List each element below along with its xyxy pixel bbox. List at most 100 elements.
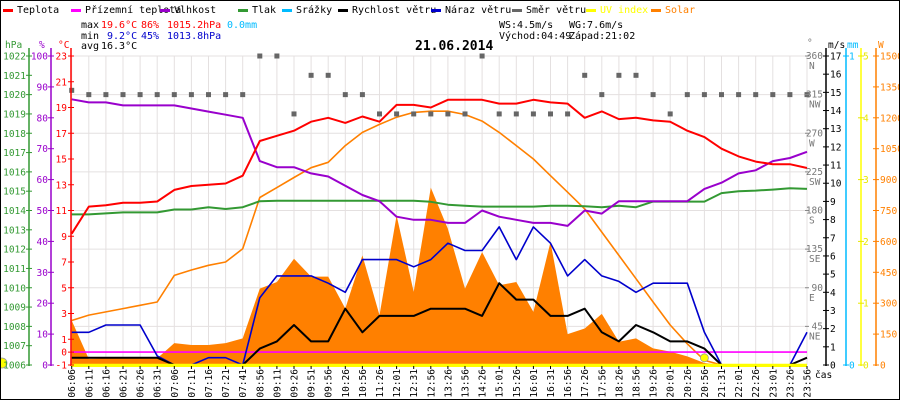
direction-axis-compass-label: SE bbox=[809, 254, 821, 265]
direction-axis-tick-label: 360 bbox=[806, 51, 823, 62]
x-axis-tick-label: 07:21 bbox=[221, 369, 232, 398]
legend-item-wind-gust: Náraz větru bbox=[431, 4, 511, 16]
wind-direction-marker bbox=[701, 92, 707, 98]
humidity-axis-tick-label: 90 bbox=[37, 82, 49, 93]
x-axis-tick-label: 09:56 bbox=[324, 369, 335, 398]
wind-direction-marker bbox=[342, 92, 348, 98]
x-axis-tick-label: 06:21 bbox=[119, 369, 130, 398]
wind-axis-tick-label: 17 bbox=[830, 52, 841, 63]
legend-item-apparent-temperature: Přízemní teplota bbox=[71, 4, 181, 16]
x-axis-tick-label: 12:56 bbox=[426, 369, 437, 398]
wind-direction-marker bbox=[206, 92, 211, 98]
direction-axis-compass-label: N bbox=[809, 61, 815, 72]
wind-axis-tick-label: 10 bbox=[830, 179, 842, 190]
uv-axis-tick-label: 4 bbox=[863, 113, 869, 124]
x-axis-tick-label: 10:56 bbox=[358, 369, 369, 398]
x-axis-tick-label: 09:26 bbox=[290, 369, 301, 398]
legend-label: Solar bbox=[665, 4, 696, 16]
wind-direction-marker bbox=[633, 72, 639, 78]
sunrise: Východ:04:49 bbox=[499, 31, 572, 42]
direction-axis-compass-label: NW bbox=[809, 100, 821, 111]
wind-direction-marker bbox=[445, 111, 451, 117]
pressure-axis-tick-label: 1008 bbox=[3, 322, 26, 333]
solar-axis-tick-label: 750 bbox=[880, 206, 897, 217]
solar-axis-tick-label: 1050 bbox=[880, 144, 900, 155]
legend-label: Teplota bbox=[17, 4, 60, 16]
pressure-axis-tick-label: 1010 bbox=[3, 283, 26, 294]
x-axis-tick-label: 16:01 bbox=[529, 369, 540, 398]
max-temperature: 19.6°C bbox=[101, 20, 138, 31]
wind-axis-tick-label: 3 bbox=[830, 306, 836, 317]
wind-direction-marker bbox=[462, 111, 468, 117]
x-axis-tick-label: 17:26 bbox=[580, 369, 591, 398]
temperature-axis-tick-label: 13 bbox=[56, 180, 67, 191]
wind-direction-marker bbox=[308, 72, 314, 78]
x-axis-tick-label: 07:11 bbox=[187, 369, 198, 398]
wind-axis-tick-label: 16 bbox=[830, 70, 842, 81]
direction-axis-compass-label: W bbox=[809, 138, 815, 149]
legend-swatch bbox=[512, 8, 522, 12]
x-axis-tick-label: 22:01 bbox=[734, 369, 745, 398]
wind-direction-marker bbox=[103, 92, 109, 98]
rain-axis-tick-label: 1 bbox=[849, 52, 855, 63]
min-label: min bbox=[81, 31, 100, 42]
solar-area bbox=[71, 187, 807, 365]
solar-axis-tick-label: 600 bbox=[880, 237, 897, 248]
legend-label: UV index bbox=[600, 4, 649, 16]
wind-axis-tick-label: 8 bbox=[830, 215, 836, 226]
wind-axis-tick-label: 1 bbox=[830, 342, 836, 353]
direction-axis-tick-label: 180 bbox=[806, 206, 823, 217]
wind-axis-tick-label: 6 bbox=[830, 251, 836, 262]
wind-direction-marker bbox=[616, 72, 622, 78]
pressure-axis-tick-label: 1016 bbox=[3, 167, 26, 178]
temperature-axis-tick-label: 3 bbox=[61, 309, 67, 320]
uv-axis-tick-label: 3 bbox=[863, 175, 869, 186]
wind-direction-marker bbox=[582, 72, 588, 78]
wind-speed-stat: WS:4.5m/s bbox=[499, 20, 554, 31]
max-label: max bbox=[81, 20, 100, 31]
direction-axis-compass-label: NE bbox=[809, 331, 821, 342]
wind-axis-tick-label: 7 bbox=[830, 233, 836, 244]
max-pressure: 1015.2hPa bbox=[167, 20, 222, 31]
legend-label: Náraz větru bbox=[445, 4, 512, 16]
legend-item-wind-speed: Rychlost větru bbox=[338, 4, 436, 16]
legend-item-uv-index: UV index bbox=[586, 4, 648, 16]
solar-axis-tick-label: 1200 bbox=[880, 113, 900, 124]
uv-axis-tick-label: 5 bbox=[863, 52, 869, 63]
direction-unit-label: ° bbox=[807, 38, 813, 49]
x-axis-tick-label: 06:11 bbox=[84, 369, 95, 398]
wind-direction-marker bbox=[599, 92, 605, 98]
x-axis-tick-label: 16:56 bbox=[563, 369, 574, 398]
x-axis-tick-label: 15:01 bbox=[495, 369, 506, 398]
humidity-axis-tick-label: 100 bbox=[31, 52, 48, 63]
x-axis-tick-label: 07:06 bbox=[170, 369, 181, 398]
temperature-axis-tick-label: 5 bbox=[61, 283, 67, 294]
min-temperature: 9.2°C bbox=[107, 31, 138, 42]
wind-direction-marker bbox=[565, 111, 571, 117]
uv-axis-tick-label: 0 bbox=[863, 361, 869, 372]
wind-axis-tick-label: 2 bbox=[830, 324, 836, 335]
wind-direction-marker bbox=[770, 92, 776, 98]
x-axis-tick-label: 06:26 bbox=[136, 369, 147, 398]
x-axis-tick-label: 08:56 bbox=[255, 369, 266, 398]
wind-direction-marker bbox=[188, 92, 194, 98]
pressure-axis-tick-label: 1018 bbox=[3, 129, 26, 140]
wind-direction-marker bbox=[240, 92, 246, 98]
wind-direction-marker bbox=[667, 111, 673, 117]
x-axis-tick-label: 23:56 bbox=[803, 369, 814, 398]
legend-label: Vlhkost bbox=[174, 4, 217, 16]
wind-gust-stat: WG:7.6m/s bbox=[569, 20, 624, 31]
temperature-axis-tick-label: 17 bbox=[56, 129, 67, 140]
min-humidity: 45% bbox=[141, 31, 160, 42]
wind-axis-tick-label: 11 bbox=[830, 161, 842, 172]
wind-axis-tick-label: 9 bbox=[830, 197, 836, 208]
pressure-axis-tick-label: 1019 bbox=[3, 109, 26, 120]
temperature-axis-tick-label: 0 bbox=[61, 348, 67, 359]
x-axis-tick-label: 07:41 bbox=[238, 369, 249, 398]
x-axis-tick-label: 20:26 bbox=[683, 369, 694, 398]
x-axis-tick-label: 18:26 bbox=[614, 369, 625, 398]
wind-direction-marker bbox=[325, 72, 331, 78]
direction-axis-tick-label: 135 bbox=[806, 244, 823, 255]
x-axis-tick-label: 12:01 bbox=[392, 369, 403, 398]
